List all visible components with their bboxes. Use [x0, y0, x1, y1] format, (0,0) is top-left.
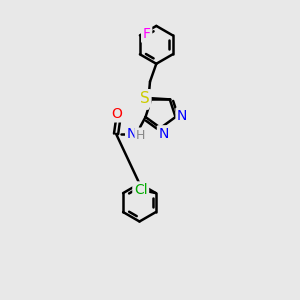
Text: H: H [136, 129, 146, 142]
Text: Cl: Cl [134, 183, 148, 197]
Text: F: F [142, 27, 151, 41]
Text: N: N [127, 127, 137, 141]
Text: N: N [177, 109, 188, 123]
Text: S: S [140, 91, 150, 106]
Text: N: N [158, 127, 169, 141]
Text: O: O [112, 107, 123, 121]
Text: S: S [138, 93, 148, 108]
